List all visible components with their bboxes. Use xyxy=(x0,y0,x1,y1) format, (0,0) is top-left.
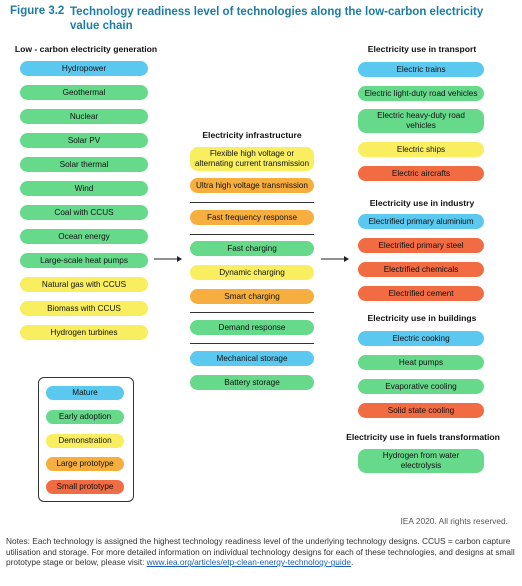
heading-fuels: Electricity use in fuels transformation xyxy=(346,432,500,442)
transport-item: Electric heavy-duty road vehicles xyxy=(358,109,484,133)
heading-infrastructure: Electricity infrastructure xyxy=(202,130,302,140)
generation-item: Biomass with CCUS xyxy=(20,301,148,316)
generation-item: Natural gas with CCUS xyxy=(20,277,148,292)
separator xyxy=(190,312,314,313)
buildings-item: Electric cooking xyxy=(358,331,484,346)
legend-item-mature: Mature xyxy=(46,386,124,400)
generation-item: Hydrogen turbines xyxy=(20,325,148,340)
generation-item: Hydropower xyxy=(20,61,148,76)
transport-item: Electric ships xyxy=(358,142,484,157)
generation-item: Solar thermal xyxy=(20,157,148,172)
infrastructure-item: Ultra high voltage transmission xyxy=(190,178,314,193)
separator xyxy=(190,234,314,235)
infrastructure-item: Fast charging xyxy=(190,241,314,256)
industry-item: Electrified primary aluminium xyxy=(358,214,484,229)
transport-item: Electric light-duty road vehicles xyxy=(358,86,484,101)
heading-industry: Electricity use in industry xyxy=(369,198,475,208)
industry-item: Electrified chemicals xyxy=(358,262,484,277)
infrastructure-item: Battery storage xyxy=(190,375,314,390)
notes-text: Notes: Each technology is assigned the h… xyxy=(6,536,515,568)
generation-item: Geothermal xyxy=(20,85,148,100)
legend-item-small-prototype: Small prototype xyxy=(46,480,124,494)
buildings-item: Evaporative cooling xyxy=(358,379,484,394)
infrastructure-item: Flexible high voltage or alternating cur… xyxy=(190,147,314,171)
infrastructure-item: Mechanical storage xyxy=(190,351,314,366)
heading-generation: Low - carbon electricity generation xyxy=(14,44,158,54)
generation-item: Wind xyxy=(20,181,148,196)
buildings-item: Heat pumps xyxy=(358,355,484,370)
heading-transport: Electricity use in transport xyxy=(367,44,477,54)
notes-text-end: . xyxy=(350,557,354,568)
generation-item: Coal with CCUS xyxy=(20,205,148,220)
arrow-generation-to-infrastructure-icon xyxy=(154,256,182,262)
infrastructure-item: Smart charging xyxy=(190,289,314,304)
figure-label: Figure 3.2 xyxy=(10,5,65,17)
legend xyxy=(38,377,134,502)
legend-item-demonstration: Demonstration xyxy=(46,434,124,448)
industry-item: Electrified primary steel xyxy=(358,238,484,253)
generation-item: Nuclear xyxy=(20,109,148,124)
infrastructure-item: Dynamic charging xyxy=(190,265,314,280)
infrastructure-item: Fast frequency response xyxy=(190,210,314,225)
separator xyxy=(190,343,314,344)
arrow-infrastructure-to-use-icon xyxy=(321,256,349,262)
infrastructure-item: Demand response xyxy=(190,320,314,335)
credit-text: IEA 2020. All rights reserved. xyxy=(400,516,508,526)
legend-item-large-prototype: Large prototype xyxy=(46,457,124,471)
transport-item: Electric aircrafts xyxy=(358,166,484,181)
figure-title: Technology readiness level of technologi… xyxy=(70,6,484,32)
notes-link[interactable]: www.iea.org/articles/etp-clean-energy-te… xyxy=(146,557,351,568)
separator xyxy=(190,202,314,203)
generation-item: Large-scale heat pumps xyxy=(20,253,148,268)
buildings-item: Solid state cooling xyxy=(358,403,484,418)
generation-item: Ocean energy xyxy=(20,229,148,244)
legend-item-early-adoption: Early adoption xyxy=(46,410,124,424)
notes: Notes: Each technology is assigned the h… xyxy=(6,536,516,568)
transport-item: Electric trains xyxy=(358,62,484,77)
heading-buildings: Electricity use in buildings xyxy=(367,313,477,323)
fuels-item: Hydrogen from water electrolysis xyxy=(358,449,484,473)
generation-item: Solar PV xyxy=(20,133,148,148)
industry-item: Electrified cement xyxy=(358,286,484,301)
